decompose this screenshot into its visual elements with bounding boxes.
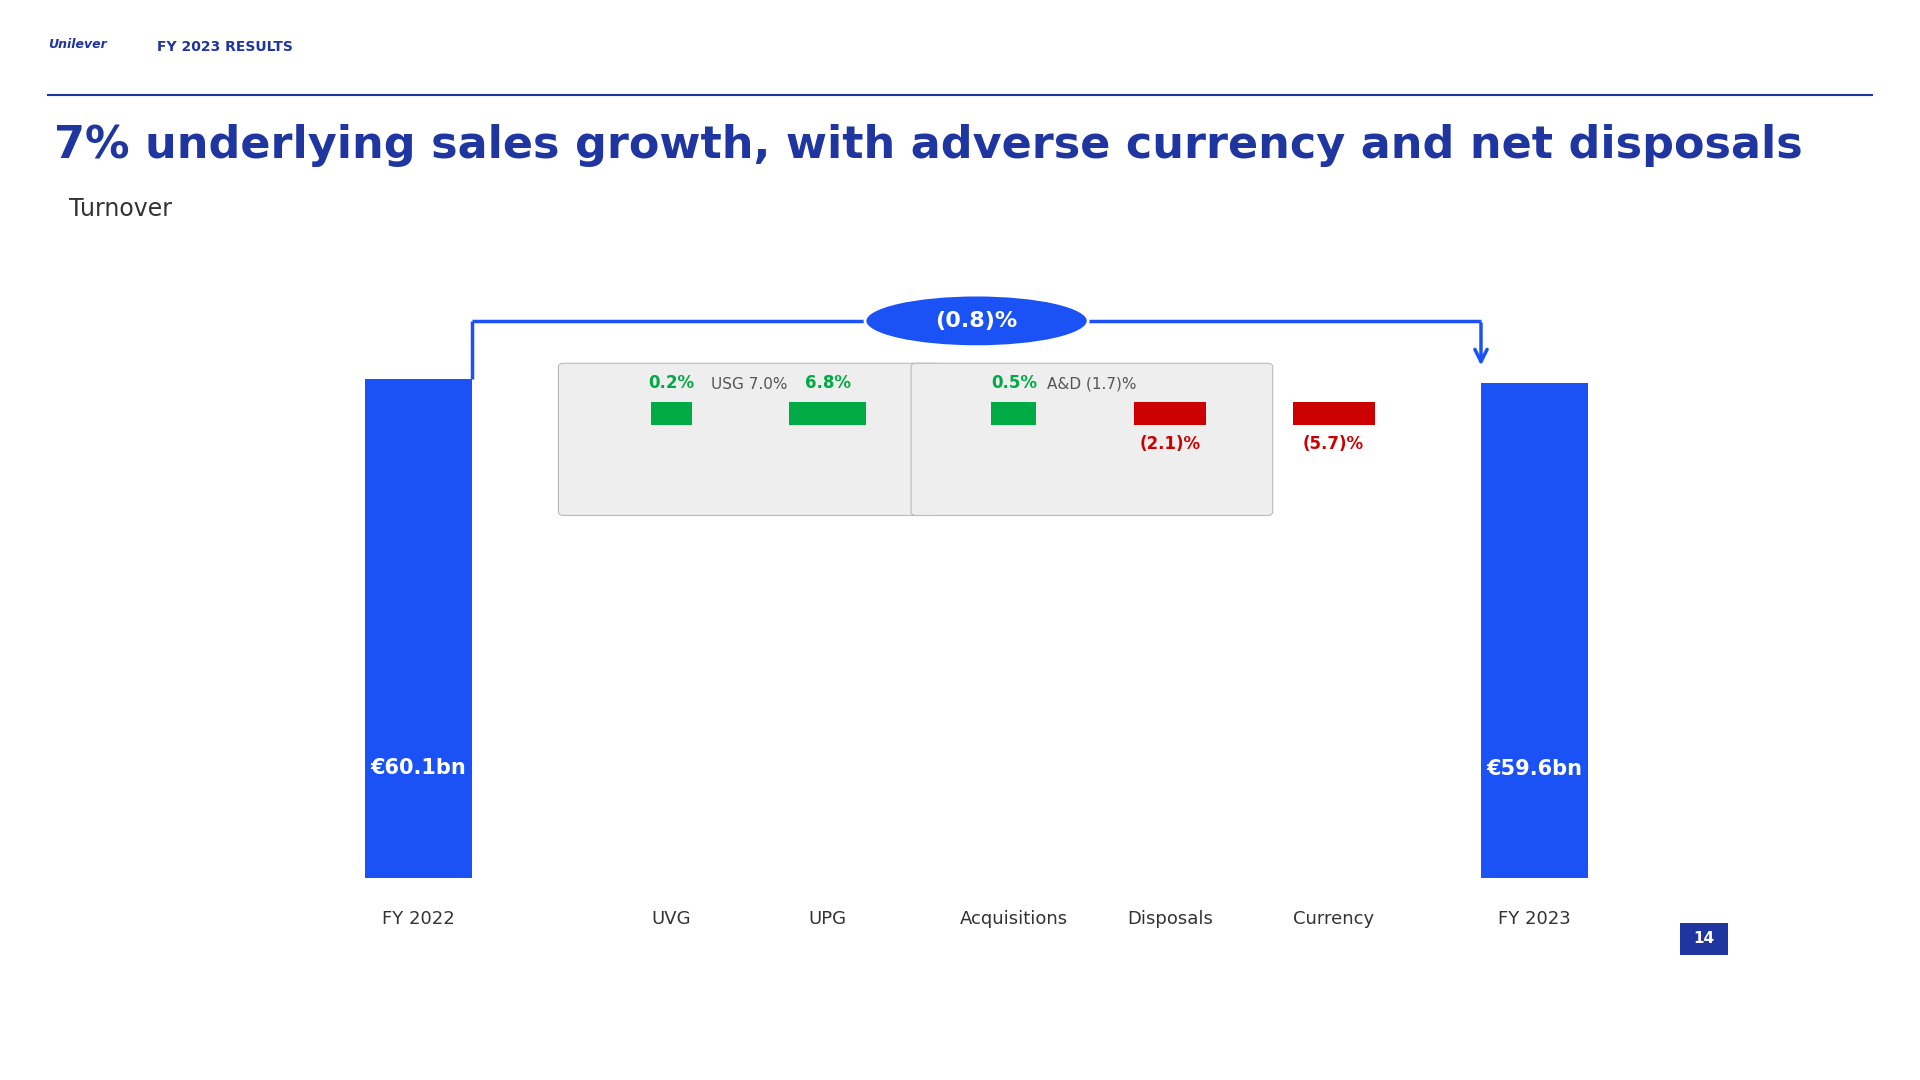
Text: 6.8%: 6.8% bbox=[804, 374, 851, 392]
Text: USG 7.0%: USG 7.0% bbox=[712, 377, 787, 392]
Text: €59.6bn: €59.6bn bbox=[1486, 759, 1582, 779]
Text: 0.5%: 0.5% bbox=[991, 374, 1037, 392]
Text: €60.1bn: €60.1bn bbox=[371, 758, 467, 779]
Text: 0.2%: 0.2% bbox=[649, 374, 695, 392]
Bar bbox=[1480, 383, 1588, 878]
Text: FY 2022: FY 2022 bbox=[382, 909, 455, 928]
Text: Disposals: Disposals bbox=[1127, 909, 1213, 928]
Text: A&D (1.7)%: A&D (1.7)% bbox=[1046, 377, 1137, 392]
Bar bbox=[365, 379, 472, 878]
Text: (0.8)%: (0.8)% bbox=[935, 311, 1018, 330]
Text: Acquisitions: Acquisitions bbox=[960, 909, 1068, 928]
Text: (5.7)%: (5.7)% bbox=[1304, 435, 1365, 453]
Text: 7% underlying sales growth, with adverse currency and net disposals: 7% underlying sales growth, with adverse… bbox=[54, 124, 1803, 167]
Text: FY 2023 RESULTS: FY 2023 RESULTS bbox=[157, 40, 294, 54]
Text: FY 2023: FY 2023 bbox=[1498, 909, 1571, 928]
Bar bbox=[651, 402, 693, 424]
Text: Currency: Currency bbox=[1292, 909, 1375, 928]
Text: Unilever: Unilever bbox=[48, 38, 108, 51]
Ellipse shape bbox=[864, 295, 1089, 347]
FancyBboxPatch shape bbox=[559, 363, 941, 515]
Bar bbox=[1292, 402, 1375, 424]
Text: (2.1)%: (2.1)% bbox=[1139, 435, 1200, 453]
Bar bbox=[991, 402, 1037, 424]
Bar bbox=[1135, 402, 1206, 424]
Text: UVG: UVG bbox=[651, 909, 691, 928]
Text: Turnover: Turnover bbox=[69, 197, 173, 220]
Bar bbox=[1680, 923, 1728, 955]
Bar bbox=[789, 402, 866, 424]
Text: UPG: UPG bbox=[808, 909, 847, 928]
Text: 14: 14 bbox=[1693, 931, 1715, 946]
FancyBboxPatch shape bbox=[912, 363, 1273, 515]
